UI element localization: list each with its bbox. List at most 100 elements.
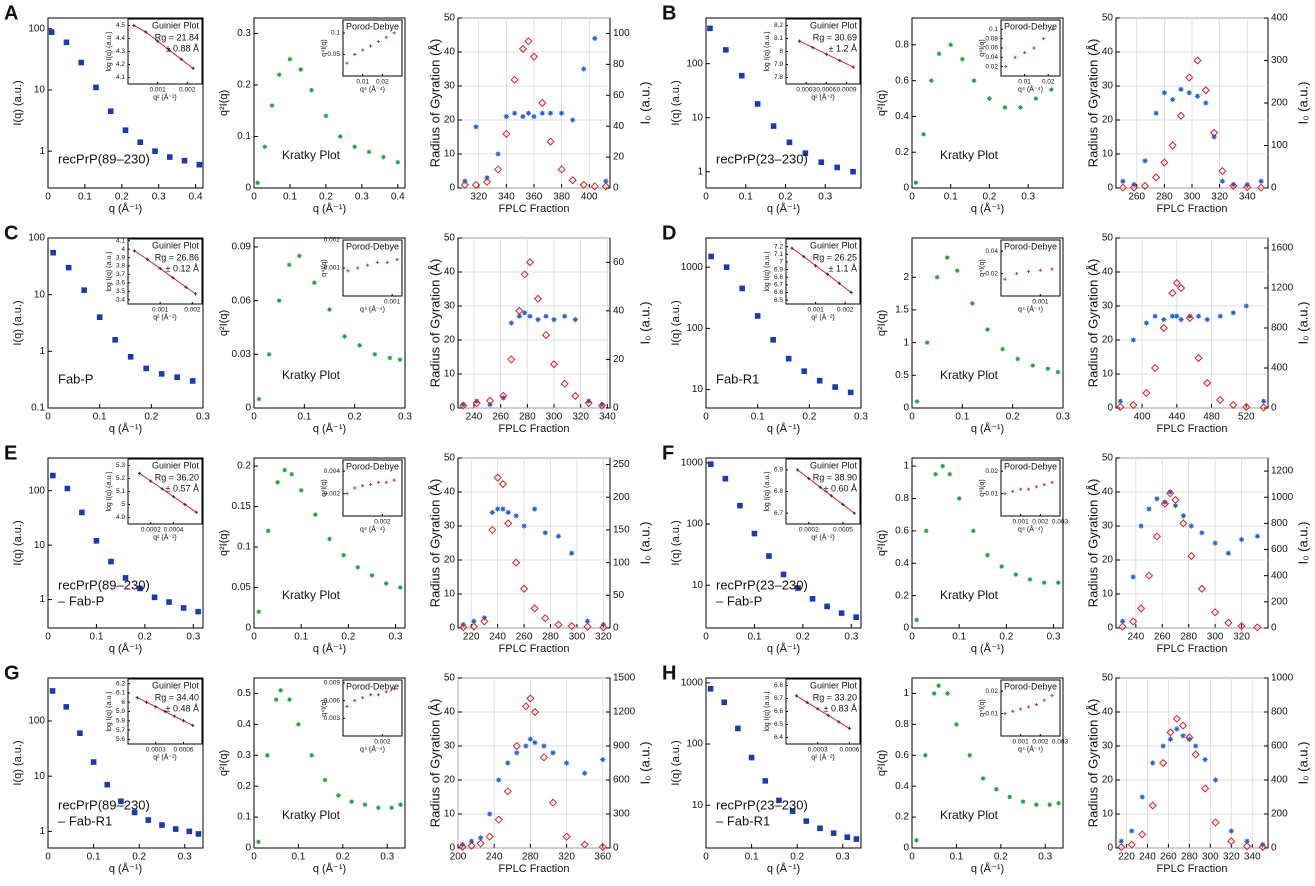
data-point [1217,313,1223,319]
data-point [144,700,149,704]
data-point [1032,46,1036,50]
data-point [174,374,180,380]
x-tick-label: 0.2 [982,192,996,203]
data-point [158,371,165,377]
x-axis-label: q⁴ (Å⁻⁴) [1018,524,1043,533]
x-tick-label: 0.0006 [816,87,836,94]
x-tick-label: 520 [1238,412,1255,423]
data-point [708,253,714,260]
data-point [1042,698,1046,702]
sample-label: – Fab-P [58,593,104,608]
x-axis-label: q (Å⁻¹) [109,642,142,655]
x-tick-label: 0.3 [355,192,369,203]
data-point [947,471,953,477]
y2-axis-label: I₀ (a.u.) [637,302,652,345]
data-point [495,151,501,157]
x-tick-label: 0.3 [389,632,403,643]
y2-tick-label: 0 [613,623,619,634]
data-point [1055,580,1061,585]
data-point [137,471,141,475]
x-tick-label: 300 [1202,852,1219,863]
data-point [1203,378,1212,388]
y2-tick-label: 600 [1271,741,1288,752]
y-tick-label: 40 [1102,707,1114,718]
data-point [923,528,929,534]
rg-error: ± 1.2 Å [829,43,857,53]
x-tick-label: 0.0003 [796,87,816,94]
data-point [797,39,802,43]
data-point [520,270,529,279]
x-tick-label: 0.1 [297,412,311,423]
data-point [802,254,806,259]
x-tick-label: 0.3 [1056,412,1070,423]
data-point [567,621,576,631]
data-point [1216,395,1225,405]
data-point [546,137,555,146]
x-tick-label: 0.0003 [808,747,828,754]
y2-axis-label: I₀ (a.u.) [1295,742,1310,785]
data-point [181,719,186,723]
y-tick-label: 100 [686,323,703,334]
y-axis-label: q⁴I(q) [979,699,986,716]
y2-tick-label: 100 [613,28,630,39]
y-tick-label: 10 [1102,589,1114,600]
data-point [557,165,566,174]
y2-tick-label: 0 [613,183,619,194]
data-point [158,266,162,271]
data-point [994,786,999,792]
data-point [1260,842,1266,848]
y-tick-label: 0.2 [237,461,251,472]
y-axis-label: q⁴I(q) [979,39,986,56]
x-axis-label: q² (Å⁻²) [811,752,835,761]
x-axis-label: q (Å⁻¹) [313,422,346,435]
data-point [933,471,938,477]
y2-tick-label: 0 [613,843,619,854]
data-point [122,575,129,581]
y2-tick-label: 800 [1271,323,1288,334]
y-tick-label: 0 [1107,183,1113,194]
data-point [530,707,539,717]
y-tick-label: 6 [121,699,125,706]
x-axis-label: q² (Å⁻²) [153,752,177,761]
data-point [1187,551,1196,561]
y-tick-label: 7.8 [774,74,783,81]
y2-tick-label: 200 [1271,98,1288,109]
y-tick-label: 0.1 [237,542,251,553]
data-point [944,255,950,260]
data-point [592,35,598,41]
data-point [1244,838,1250,844]
y-tick-label: 3.8 [116,263,125,270]
data-point [837,281,841,285]
data-point [1178,86,1184,92]
y-tick-label: 0.04 [985,248,998,255]
x-tick-label: 0 [703,852,709,863]
data-point [50,472,56,479]
data-point [381,154,386,160]
data-point [159,822,165,828]
rg-value: Rg = 21.84 [155,32,199,42]
data-point [1000,346,1005,352]
x-axis-label: FPLC Fraction [499,203,570,215]
data-point [131,809,138,816]
x-tick-label: 300 [1184,192,1201,203]
data-point [584,618,591,624]
x-tick-label: 320 [1223,852,1240,863]
rg-error: ± 0.57 Å [166,483,199,493]
data-point [473,124,479,130]
data-point [361,696,365,700]
y-axis-label: log I(q) (a.u.) [106,471,113,511]
y2-tick-label: 800 [1271,518,1288,529]
data-point [255,180,260,186]
y-axis-label: q²I(q) [218,310,230,336]
x-tick-label: 0.3 [818,192,832,203]
y2-tick-label: 600 [613,775,630,786]
data-point [81,287,87,293]
data-point [1038,268,1042,272]
x-axis-label: q (Å⁻¹) [109,422,142,435]
y-tick-label: 0.2 [895,147,909,158]
data-point [795,468,799,472]
data-point [458,842,467,851]
y-tick-label: 100 [28,23,45,34]
y-axis-label: q²I(q) [218,530,230,556]
data-point [568,176,577,185]
